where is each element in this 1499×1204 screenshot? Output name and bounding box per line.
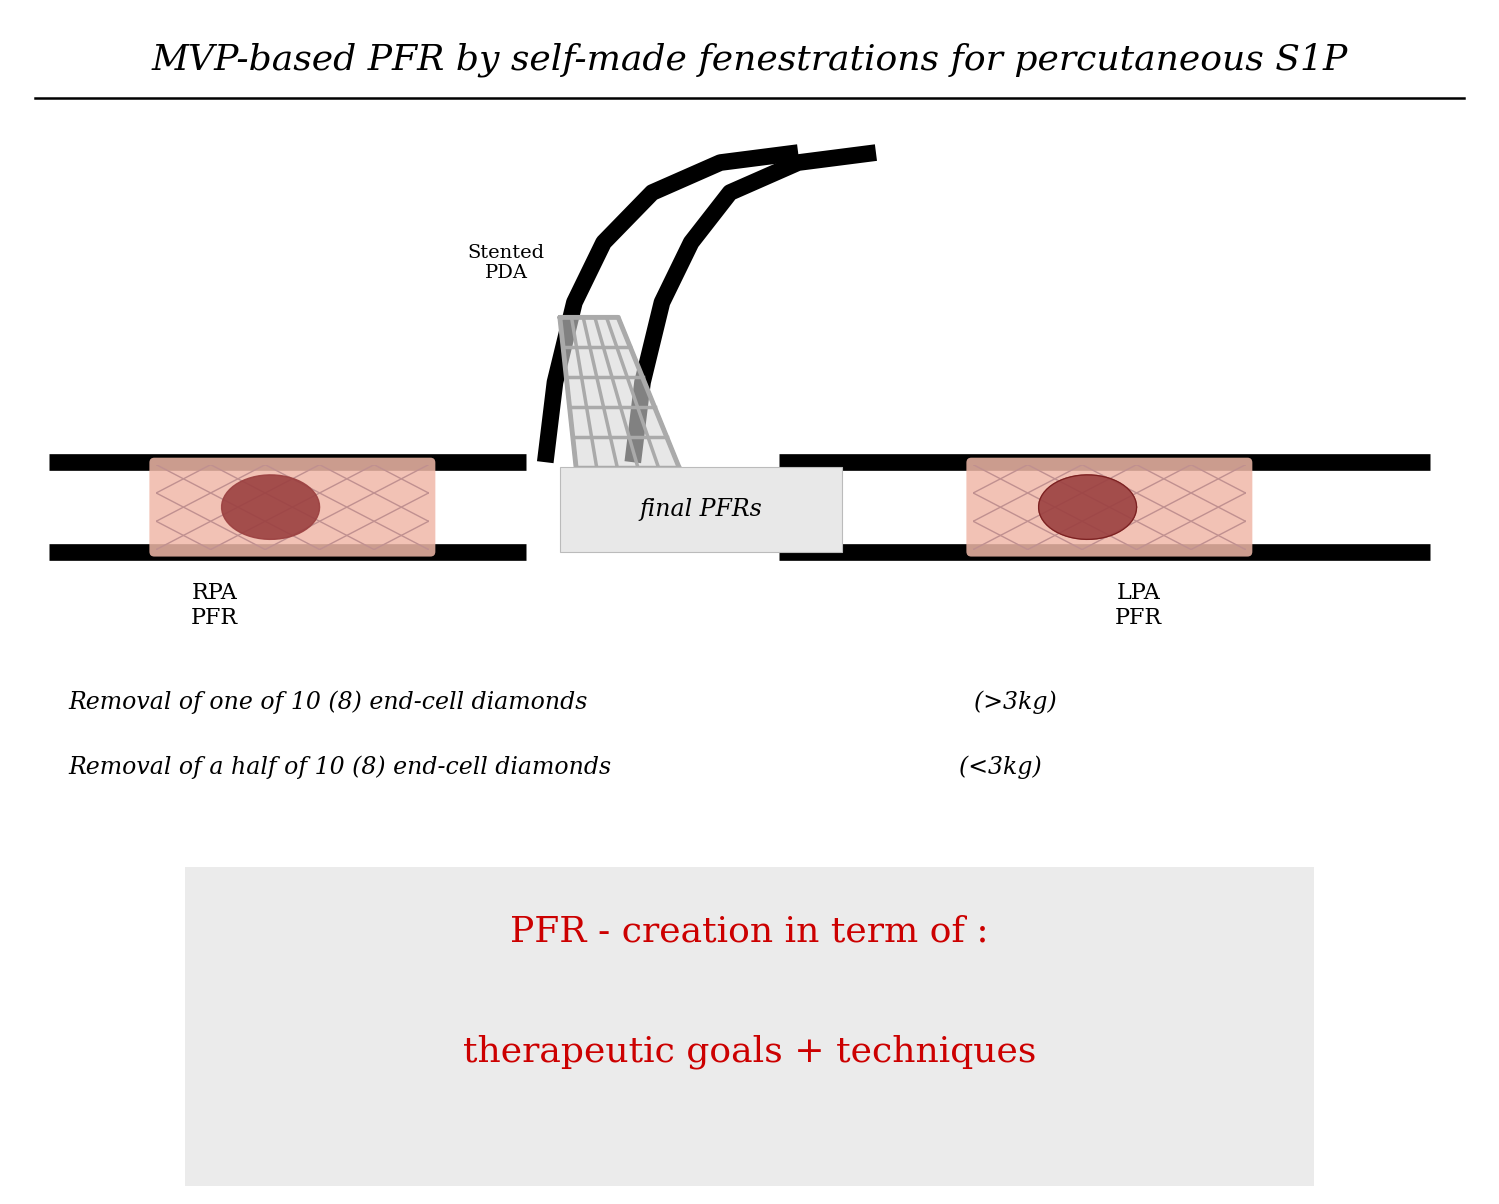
FancyBboxPatch shape [186, 867, 1313, 1186]
Polygon shape [222, 474, 319, 539]
Text: Stented
PDA: Stented PDA [468, 243, 546, 283]
Text: Removal of a half of 10 (8) end-cell diamonds: Removal of a half of 10 (8) end-cell dia… [69, 755, 612, 779]
Text: PFR - creation in term of :: PFR - creation in term of : [510, 915, 989, 949]
Text: (<3kg): (<3kg) [944, 755, 1042, 779]
Text: final PFRs: final PFRs [640, 497, 763, 520]
Polygon shape [559, 318, 691, 497]
Text: Removal of one of 10 (8) end-cell diamonds: Removal of one of 10 (8) end-cell diamon… [69, 690, 588, 714]
FancyBboxPatch shape [967, 458, 1252, 556]
Text: MVP-based PFR by self-made fenestrations for percutaneous S1P: MVP-based PFR by self-made fenestrations… [151, 42, 1348, 77]
Text: RPA
PFR: RPA PFR [190, 582, 238, 630]
Polygon shape [1039, 474, 1136, 539]
FancyBboxPatch shape [150, 458, 435, 556]
Text: therapeutic goals + techniques: therapeutic goals + techniques [463, 1034, 1036, 1069]
Text: (>3kg): (>3kg) [944, 690, 1057, 714]
Text: LPA
PFR: LPA PFR [1115, 582, 1162, 630]
FancyBboxPatch shape [559, 467, 842, 553]
